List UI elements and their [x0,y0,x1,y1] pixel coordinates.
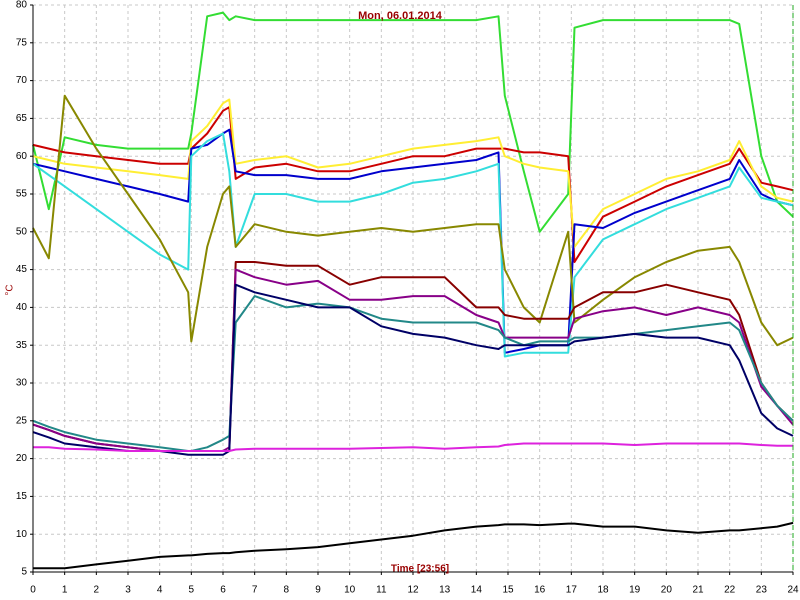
x-tick-label: 19 [629,585,641,596]
series-line [32,283,794,456]
y-axis-label: °C [5,284,16,295]
x-tick-label: 17 [566,585,578,596]
x-tick-label: 4 [157,585,163,596]
x-tick-label: 10 [344,585,356,596]
series-line [32,128,794,354]
x-tick-label: 9 [315,585,321,596]
series-line [32,11,794,233]
x-tick-label: 12 [407,585,419,596]
x-tick-label: 15 [502,585,514,596]
series-line [32,132,794,358]
y-tick-label: 40 [16,302,28,313]
series-line [32,295,794,452]
x-tick-label: 7 [252,585,258,596]
y-tick-label: 60 [16,151,28,162]
x-tick-label: 6 [220,585,226,596]
series-line [33,521,794,570]
x-tick-label: 8 [284,585,290,596]
y-tick-label: 55 [16,189,28,200]
plot-lines [32,11,794,570]
series-line [32,94,794,347]
x-tick-label: 21 [692,585,704,596]
y-tick-label: 70 [16,75,28,86]
y-tick-label: 10 [16,529,28,540]
x-tick-label: 0 [30,585,36,596]
x-tick-label: 3 [125,585,131,596]
y-tick-label: 30 [16,378,28,389]
series-line [32,98,794,248]
x-tick-label: 14 [471,585,483,596]
x-tick-label: 23 [756,585,768,596]
x-tick-label: 5 [189,585,195,596]
x-tick-label: 16 [534,585,546,596]
x-tick-label: 22 [724,585,736,596]
x-tick-label: 18 [597,585,609,596]
x-tick-label: 11 [376,585,387,596]
series-line [33,442,793,452]
y-tick-label: 65 [16,113,28,124]
x-tick-label: 2 [94,585,100,596]
x-tick-label: 24 [787,585,799,596]
y-tick-label: 35 [16,340,28,351]
x-tick-label: 20 [661,585,673,596]
y-tick-label: 5 [21,567,27,578]
x-tick-label: 1 [62,585,68,596]
chart-title: Mon, 06.01.2014 [358,10,443,22]
y-tick-label: 45 [16,264,28,275]
y-tick-label: 15 [16,491,28,502]
y-tick-label: 20 [16,453,28,464]
y-tick-label: 50 [16,226,28,237]
y-tick-label: 75 [16,37,28,48]
x-tick-label: 13 [439,585,451,596]
x-axis-label: Time [23:56] [391,564,449,575]
series-line [32,106,794,263]
y-tick-label: 25 [16,415,28,426]
y-tick-label: 80 [16,0,28,11]
